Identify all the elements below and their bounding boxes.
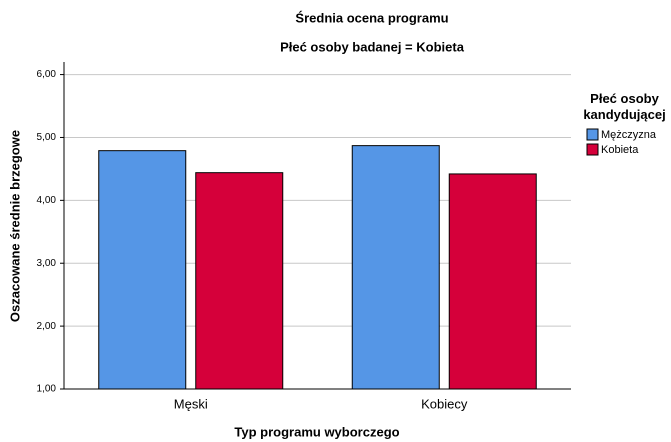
y-tick-label: 5,00 xyxy=(37,132,57,143)
legend-title: Płeć osoby kandydującej xyxy=(583,91,666,122)
chart-title: Średnia ocena programu xyxy=(295,10,448,25)
bar xyxy=(98,150,187,390)
bar xyxy=(195,172,284,390)
y-tick-label: 1,00 xyxy=(37,384,57,395)
y-tick-label: 4,00 xyxy=(37,195,57,206)
bar xyxy=(351,145,440,390)
y-axis-label: Oszacowane średnie brzegowe xyxy=(7,130,22,322)
y-tick-label: 3,00 xyxy=(37,258,57,269)
y-tick-label: 6,00 xyxy=(37,69,57,80)
legend-label: Mężczyzna xyxy=(601,129,657,141)
legend-label: Kobieta xyxy=(601,144,639,156)
x-tick-label: Kobiecy xyxy=(421,396,468,411)
chart-subtitle: Płeć osoby badanej = Kobieta xyxy=(280,39,465,54)
legend-swatch xyxy=(586,128,599,141)
x-tick-label: Męski xyxy=(174,396,208,411)
bar xyxy=(448,173,537,390)
x-axis-label: Typ programu wyborczego xyxy=(234,424,399,439)
y-tick-label: 2,00 xyxy=(37,321,57,332)
legend-swatch xyxy=(586,143,599,156)
